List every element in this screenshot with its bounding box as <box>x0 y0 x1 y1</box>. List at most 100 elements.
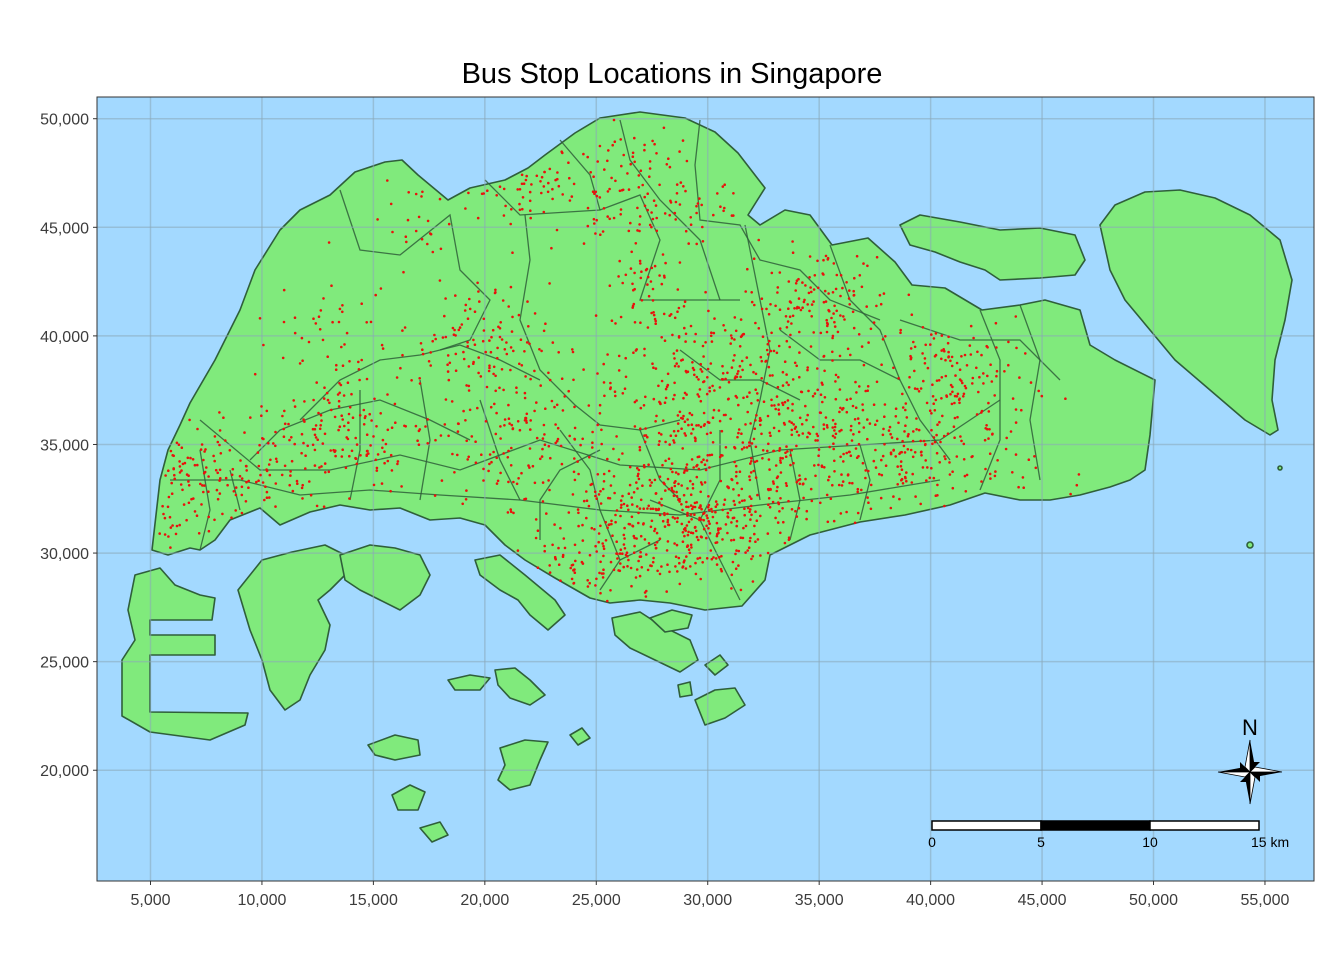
bus-stop-point <box>327 241 331 244</box>
bus-stop-point <box>624 356 627 360</box>
bus-stop-point <box>734 567 738 570</box>
bus-stop-point <box>323 462 327 465</box>
bus-stop-point <box>709 334 713 338</box>
bus-stop-point <box>729 334 733 337</box>
bus-stop-point <box>845 451 848 455</box>
bus-stop-point <box>697 378 700 381</box>
bus-stop-point <box>347 412 351 416</box>
bus-stop-point <box>778 449 781 452</box>
bus-stop-point <box>874 423 877 427</box>
bus-stop-point <box>822 427 826 431</box>
bus-stop-point <box>612 447 615 451</box>
bus-stop-point <box>295 479 299 483</box>
bus-stop-point <box>766 551 770 555</box>
bus-stop-point <box>813 464 816 467</box>
bus-stop-point <box>723 183 726 186</box>
bus-stop-point <box>783 360 787 364</box>
bus-stop-point <box>557 184 561 188</box>
bus-stop-point <box>832 442 835 446</box>
bus-stop-point <box>462 357 466 361</box>
bus-stop-point <box>187 501 191 505</box>
bus-stop-point <box>924 442 927 446</box>
bus-stop-point <box>421 352 425 356</box>
bus-stop-point <box>732 488 735 491</box>
bus-stop-point <box>260 405 263 408</box>
jurong-island-east <box>339 544 431 611</box>
bus-stop-point <box>570 577 574 581</box>
bus-stop-point <box>654 322 657 326</box>
bus-stop-point <box>351 416 355 420</box>
bus-stop-point <box>828 475 831 479</box>
bus-stop-point <box>760 307 764 311</box>
bus-stop-point <box>191 458 195 461</box>
bus-stop-point <box>421 348 424 352</box>
bus-stop-point <box>331 320 334 324</box>
bus-stop-point <box>496 356 499 360</box>
bus-stop-point <box>996 459 999 462</box>
bus-stop-point <box>754 372 758 376</box>
bus-stop-point <box>807 291 811 295</box>
bus-stop-point <box>846 473 850 476</box>
bus-stop-point <box>178 465 182 468</box>
bus-stop-point <box>668 570 671 574</box>
bus-stop-point <box>745 356 749 359</box>
bus-stop-point <box>1024 352 1027 355</box>
bus-stop-point <box>784 482 788 485</box>
bus-stop-point <box>961 381 964 385</box>
bus-stop-point <box>602 381 606 384</box>
bus-stop-point <box>434 337 438 341</box>
bus-stop-point <box>797 297 801 300</box>
bus-stop-point <box>739 318 743 321</box>
bus-stop-point <box>730 477 733 481</box>
bus-stop-point <box>482 329 486 332</box>
bus-stop-point <box>366 449 369 453</box>
bus-stop-point <box>921 352 924 355</box>
bus-stop-point <box>357 368 361 371</box>
bus-stop-point <box>866 496 869 499</box>
bus-stop-point <box>197 532 201 535</box>
bus-stop-point <box>683 559 686 562</box>
bus-stop-point <box>574 559 577 563</box>
bus-stop-point <box>963 353 967 357</box>
bus-stop-point <box>550 246 553 250</box>
bus-stop-points <box>158 118 1081 603</box>
bus-stop-point <box>816 286 820 290</box>
bus-stop-point <box>855 456 859 460</box>
bus-stop-point <box>606 599 609 603</box>
bus-stop-point <box>676 516 679 520</box>
bus-stop-point <box>673 316 677 320</box>
bus-stop-point <box>698 197 701 200</box>
bus-stop-point <box>571 493 575 496</box>
bus-stop-point <box>520 364 524 367</box>
bus-stop-point <box>548 282 551 285</box>
bus-stop-point <box>596 423 599 427</box>
bus-stop-point <box>221 512 224 516</box>
bus-stop-point <box>677 482 680 486</box>
bus-stop-point <box>389 202 393 206</box>
bus-stop-point <box>795 480 799 484</box>
bus-stop-point <box>572 470 576 474</box>
bus-stop-point <box>181 488 184 492</box>
bus-stop-point <box>730 587 733 590</box>
bus-stop-point <box>240 493 244 497</box>
bus-stop-point <box>849 428 853 432</box>
bus-stop-point <box>683 300 687 304</box>
bus-stop-point <box>636 229 639 232</box>
bus-stop-point <box>810 315 813 318</box>
bus-stop-point <box>779 461 782 464</box>
bus-stop-point <box>730 521 733 524</box>
bus-stop-point <box>568 434 571 438</box>
bus-stop-point <box>778 447 782 450</box>
bus-stop-point <box>639 169 643 172</box>
bus-stop-point <box>543 433 546 436</box>
bus-stop-point <box>457 328 461 332</box>
bus-stop-point <box>866 389 869 393</box>
bus-stop-point <box>675 490 678 494</box>
bus-stop-point <box>678 150 681 153</box>
bus-stop-point <box>928 409 932 413</box>
bus-stop-point <box>602 568 605 571</box>
bus-stop-point <box>774 464 778 467</box>
bus-stop-point <box>595 218 598 222</box>
bus-stop-point <box>856 511 860 515</box>
bus-stop-point <box>287 422 290 426</box>
